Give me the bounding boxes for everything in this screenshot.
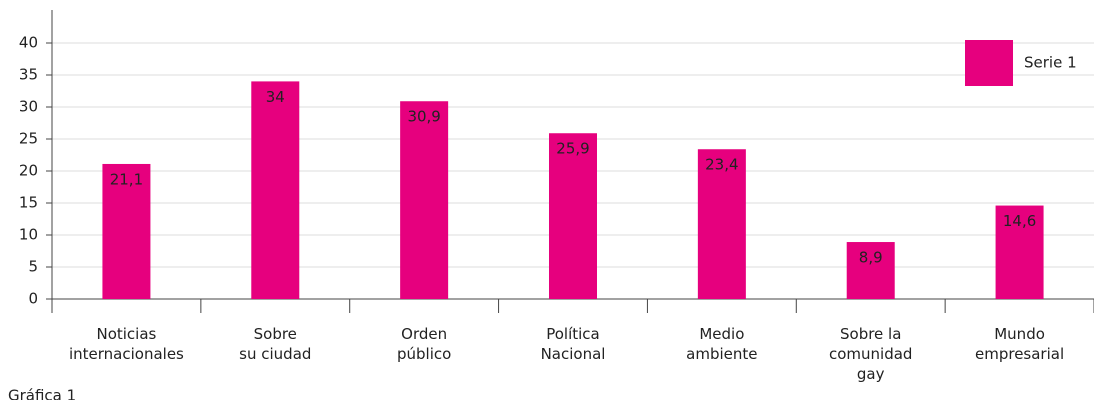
- x-tick-label: Política Nacional: [541, 325, 606, 363]
- y-tick-label: 0: [28, 290, 38, 308]
- data-label: 23,4: [705, 156, 738, 174]
- bar: [846, 242, 895, 299]
- data-label: 8,9: [859, 249, 883, 267]
- data-label: 21,1: [110, 170, 143, 188]
- legend-label: Serie 1: [1024, 54, 1077, 72]
- y-tick-label: 30: [19, 98, 38, 116]
- x-tick-label: Medio ambiente: [686, 325, 757, 363]
- bar: [251, 81, 300, 300]
- y-tick-label: 40: [19, 34, 38, 52]
- data-label: 25,9: [556, 140, 589, 158]
- bar: [697, 149, 746, 299]
- y-tick-label: 35: [19, 66, 38, 84]
- bar: [995, 205, 1044, 299]
- data-label: 34: [266, 88, 285, 106]
- bar: [102, 163, 151, 299]
- x-tick-label: Noticias internacionales: [69, 325, 184, 363]
- x-tick-label: Orden público: [397, 325, 451, 363]
- y-tick-label: 5: [28, 258, 38, 276]
- x-tick-label: Mundo empresarial: [975, 325, 1064, 363]
- legend-swatch: [965, 40, 1013, 86]
- x-tick-label: Sobre la comunidad gay: [829, 325, 912, 383]
- bar: [400, 101, 449, 300]
- data-label: 14,6: [1003, 212, 1036, 230]
- y-tick-label: 10: [19, 226, 38, 244]
- y-tick-label: 25: [19, 130, 38, 148]
- x-tick-label: Sobre su ciudad: [239, 325, 311, 363]
- caption: Gráfica 1: [8, 387, 76, 400]
- data-label: 30,9: [407, 108, 440, 126]
- y-tick-label: 15: [19, 194, 38, 212]
- y-tick-label: 20: [19, 162, 38, 180]
- bar: [549, 133, 597, 299]
